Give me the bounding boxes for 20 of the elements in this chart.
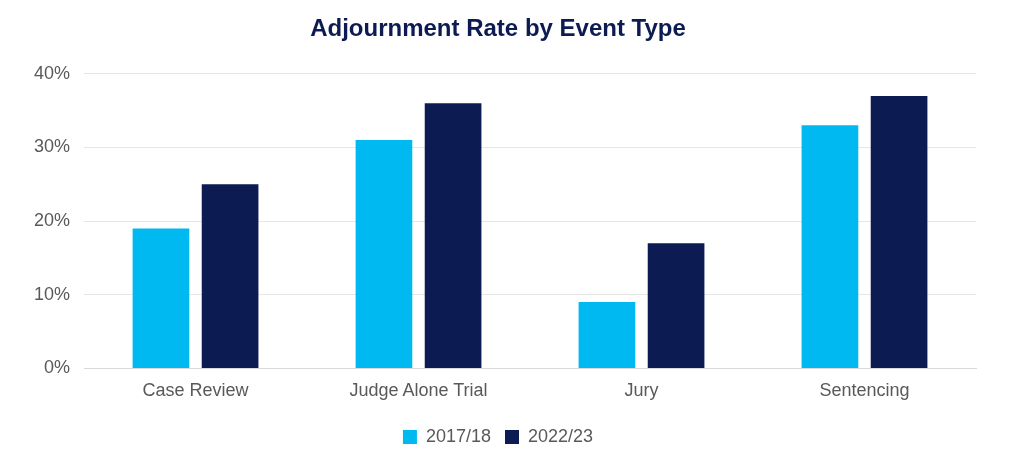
x-tick-label: Jury [624, 380, 659, 401]
y-tick-label: 0% [44, 357, 71, 378]
y-tick-label: 30% [34, 136, 71, 157]
bar [578, 302, 636, 368]
x-tick-label: Sentencing [819, 380, 910, 401]
chart-title: Adjournment Rate by Event Type [310, 14, 686, 42]
bar [870, 95, 928, 368]
x-tick-label: Judge Alone Trial [349, 380, 488, 401]
y-tick-label: 10% [34, 283, 71, 304]
bar [132, 228, 190, 368]
bar [647, 243, 705, 368]
x-tick-label: Case Review [142, 380, 250, 401]
y-tick-label: 20% [34, 210, 71, 231]
legend-label: 2017/18 [425, 425, 492, 446]
bar [355, 140, 413, 368]
y-tick-label: 40% [34, 62, 71, 83]
bar [801, 125, 859, 368]
legend-label: 2022/23 [528, 425, 594, 446]
bar [201, 184, 259, 368]
bar [424, 103, 482, 368]
